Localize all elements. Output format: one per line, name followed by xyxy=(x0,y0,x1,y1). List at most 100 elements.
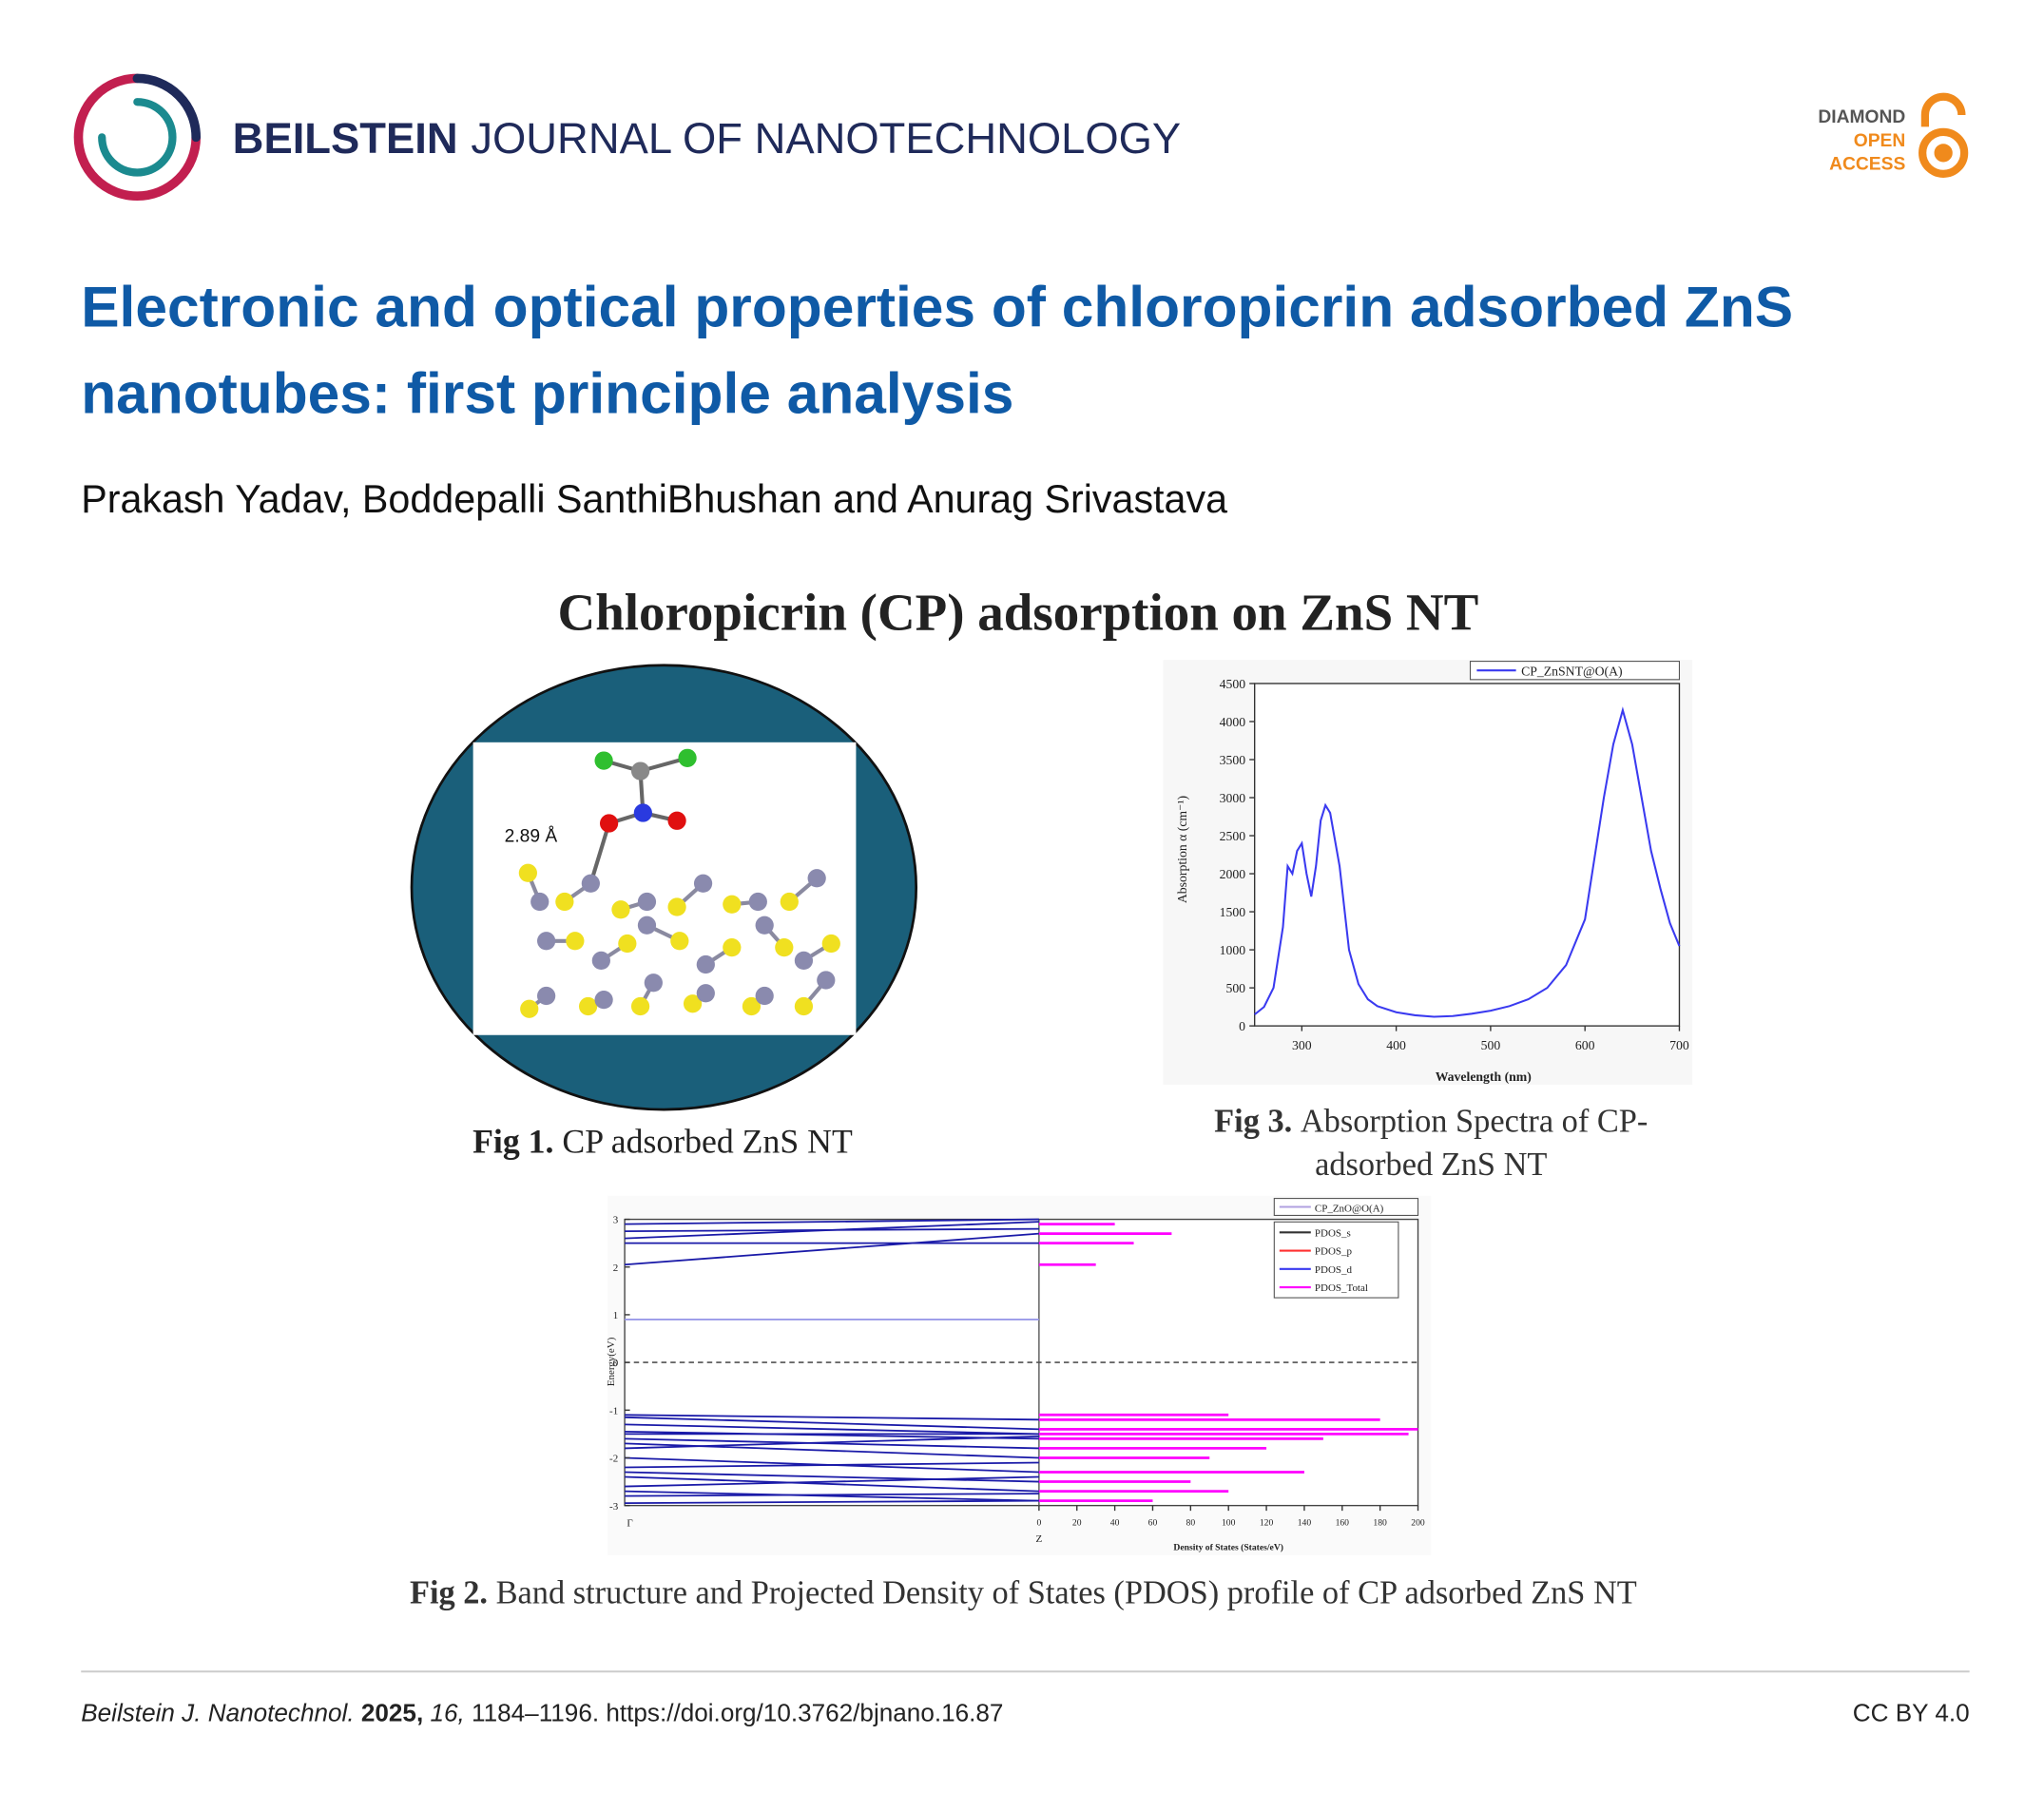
open-access-icon xyxy=(1919,92,1969,178)
y-tick-label: 2000 xyxy=(1220,867,1246,881)
y-tick-label: 1 xyxy=(613,1310,619,1321)
caption-text: Band structure and Projected Density of … xyxy=(496,1575,1637,1611)
atom xyxy=(630,761,650,781)
zinc-atom xyxy=(594,991,613,1010)
legend-box xyxy=(1469,661,1681,681)
sulfur-atom xyxy=(618,934,637,954)
y-tick-label: 500 xyxy=(1225,981,1245,995)
band xyxy=(625,1475,1039,1488)
sulfur-atom xyxy=(742,996,762,1016)
caption-text: adsorbed ZnS NT xyxy=(1315,1147,1547,1183)
band xyxy=(625,1499,1039,1505)
legend-label: PDOS_Total xyxy=(1315,1282,1368,1294)
zinc-atom xyxy=(755,916,774,935)
article-title: Electronic and optical properties of chl… xyxy=(81,275,1793,339)
sulfur-atom xyxy=(520,999,539,1018)
zinc-atom xyxy=(591,951,610,971)
fig3-chart: 0 500 1000 1500 2000 2500 3000 3500 4000 4500 300 4… xyxy=(1175,661,1689,1085)
y-tick-label: -1 xyxy=(609,1405,618,1417)
x-tick-label: 160 xyxy=(1336,1517,1350,1528)
caption-text: Absorption Spectra of CP- xyxy=(1301,1103,1649,1139)
band xyxy=(625,1232,1039,1266)
sulfur-atom xyxy=(821,934,840,954)
legend-label: CP_ZnSNT@O(A) xyxy=(1521,665,1623,680)
x-axis-label: Density of States (States/eV) xyxy=(1173,1542,1283,1552)
x-axis-label: Wavelength (nm) xyxy=(1436,1070,1532,1085)
x-tick-label: 20 xyxy=(1072,1517,1082,1528)
atom xyxy=(633,803,652,822)
sulfur-atom xyxy=(566,932,585,951)
zinc-atom xyxy=(748,892,767,912)
band xyxy=(625,1493,1039,1497)
x-tick-label: 60 xyxy=(1148,1517,1158,1528)
zinc-atom xyxy=(807,869,826,888)
x-tick-label: 120 xyxy=(1260,1517,1274,1528)
x-tick-label: 400 xyxy=(1386,1038,1406,1052)
fig-label: Fig 3. xyxy=(1214,1103,1292,1139)
zinc-atom xyxy=(530,892,550,912)
sulfur-atom xyxy=(780,892,799,912)
zinc-atom xyxy=(817,971,836,990)
journal-name: BEILSTEIN JOURNAL OF NANOTECHNOLOGY xyxy=(233,114,1181,163)
k-label: Z xyxy=(1036,1533,1043,1545)
series-line xyxy=(1254,706,1681,1018)
ga-title: Chloropicrin (CP) adsorption on ZnS NT xyxy=(558,584,1479,642)
y-tick-label: 1000 xyxy=(1220,943,1246,957)
zinc-atom xyxy=(637,916,657,935)
authors: Prakash Yadav, Boddepalli SanthiBhushan … xyxy=(81,477,1227,521)
journal-logo xyxy=(73,73,202,202)
molecule xyxy=(518,748,840,1018)
legend-box xyxy=(1273,1198,1419,1217)
y-tick-label: 1500 xyxy=(1220,905,1246,919)
band xyxy=(625,1471,1039,1483)
y-tick-label: 0 xyxy=(1239,1019,1245,1033)
x-tick-label: 140 xyxy=(1298,1517,1312,1528)
zinc-atom xyxy=(644,973,663,993)
sulfur-atom xyxy=(611,900,630,919)
atom xyxy=(594,751,613,770)
citation-volume: 16, xyxy=(430,1698,464,1726)
legend-label: PDOS_p xyxy=(1315,1246,1353,1258)
sulfur-atom xyxy=(667,897,686,916)
fig3-caption: Fig 3. Absorption Spectra of CP- xyxy=(1214,1103,1648,1139)
badge-text: OPEN xyxy=(1854,131,1906,151)
zinc-atom xyxy=(536,932,556,951)
zinc-atom xyxy=(755,986,774,1006)
legend-box xyxy=(1273,1221,1399,1299)
zinc-atom xyxy=(696,954,715,974)
fig1-caption: Fig 1. CP adsorbed ZnS NT xyxy=(472,1122,853,1160)
legend-label: CP_ZnO@O(A) xyxy=(1315,1203,1384,1214)
article-title: nanotubes: first principle analysis xyxy=(81,360,1013,425)
y-tick-label: 2500 xyxy=(1220,829,1246,843)
caption-text: CP adsorbed ZnS NT xyxy=(562,1122,853,1160)
x-tick-label: 100 xyxy=(1222,1517,1236,1528)
x-tick-label: 600 xyxy=(1575,1038,1595,1052)
sulfur-atom xyxy=(518,863,537,882)
fig3-plot xyxy=(1254,683,1681,1027)
legend-label: PDOS_s xyxy=(1315,1227,1351,1239)
citation-year: 2025, xyxy=(361,1698,423,1726)
y-tick-label: 3000 xyxy=(1220,791,1246,805)
fig1-panel xyxy=(472,742,857,1035)
band xyxy=(625,1414,1039,1421)
bond xyxy=(588,822,611,884)
x-tick-label: 80 xyxy=(1186,1517,1196,1528)
atom xyxy=(678,748,697,767)
distance-label: 2.89 Å xyxy=(505,826,558,846)
badge-text: ACCESS xyxy=(1829,155,1905,175)
atom xyxy=(599,814,619,833)
sulfur-atom xyxy=(683,994,703,1013)
citation-journal: Beilstein J. Nanotechnol. xyxy=(81,1698,354,1726)
x-tick-label: 200 xyxy=(1411,1517,1425,1528)
band xyxy=(625,1227,1039,1233)
band xyxy=(625,1416,1039,1431)
x-tick-label: 40 xyxy=(1110,1517,1120,1528)
sulfur-atom xyxy=(775,938,794,957)
band xyxy=(625,1490,1039,1502)
k-label: Γ xyxy=(627,1518,632,1530)
x-tick-label: 500 xyxy=(1481,1038,1501,1052)
zinc-atom xyxy=(693,874,713,893)
zinc-atom xyxy=(637,892,657,912)
